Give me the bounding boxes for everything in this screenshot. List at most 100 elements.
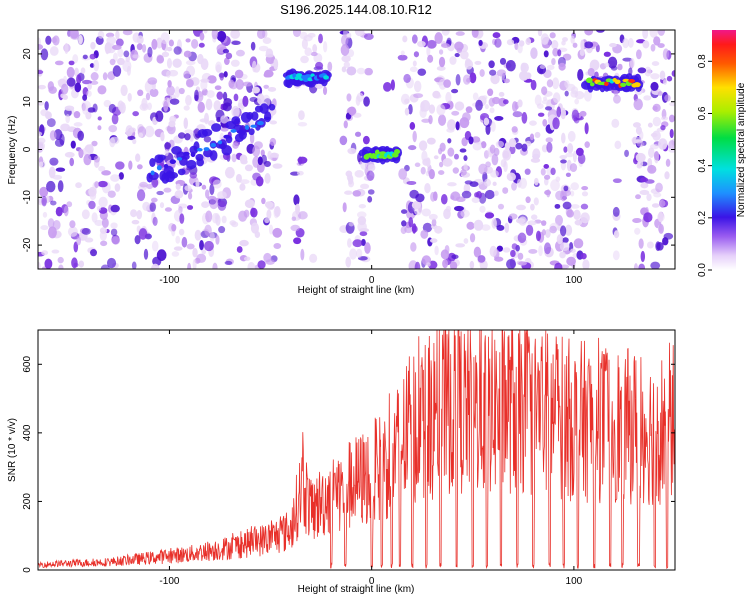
noise-blob	[348, 106, 357, 116]
noise-blob	[183, 70, 190, 79]
noise-blob	[527, 220, 537, 226]
noise-blob	[564, 224, 573, 236]
spectrogram-plot-area	[38, 30, 675, 269]
noise-blob	[74, 67, 79, 77]
noise-blob	[455, 121, 460, 131]
noise-blob	[479, 69, 485, 77]
noise-blob	[47, 218, 55, 229]
noise-blob	[660, 124, 666, 131]
noise-blob	[358, 204, 367, 209]
noise-blob	[508, 138, 517, 148]
noise-blob	[139, 181, 148, 188]
noise-blob	[164, 149, 169, 157]
noise-blob	[297, 156, 308, 164]
noise-blob	[134, 234, 141, 245]
noise-blob	[550, 179, 560, 192]
noise-blob	[267, 86, 277, 92]
noise-blob	[455, 31, 465, 36]
noise-blob	[363, 33, 374, 41]
colorbar-tick-label: 0.2	[697, 210, 708, 224]
feature-peak	[210, 143, 217, 148]
noise-blob	[506, 172, 517, 182]
feature-peak	[628, 79, 636, 84]
noise-blob	[111, 113, 119, 125]
noise-blob	[489, 144, 496, 154]
noise-blob	[573, 238, 584, 249]
noise-blob	[69, 157, 75, 167]
noise-blob	[117, 48, 124, 58]
noise-blob	[508, 213, 518, 220]
noise-blob	[509, 145, 516, 155]
noise-blob	[38, 137, 46, 144]
noise-blob	[420, 166, 426, 175]
noise-blob	[506, 259, 517, 269]
noise-blob	[55, 167, 66, 172]
noise-blob	[178, 87, 185, 95]
noise-blob	[519, 70, 529, 81]
noise-blob	[146, 183, 154, 190]
feature-peak	[633, 82, 641, 88]
noise-blob	[197, 53, 204, 65]
noise-blob	[98, 196, 108, 208]
noise-blob	[156, 190, 164, 196]
noise-blob	[323, 41, 328, 53]
noise-blob	[408, 216, 414, 228]
noise-blob	[535, 230, 541, 242]
noise-blob	[38, 161, 44, 168]
noise-blob	[256, 30, 266, 39]
noise-blob	[617, 63, 623, 71]
noise-blob	[342, 202, 347, 213]
noise-blob	[131, 261, 137, 269]
noise-blob	[348, 221, 355, 227]
spectrogram-x-tick-label: 0	[369, 275, 375, 286]
noise-blob	[566, 209, 574, 218]
noise-blob	[172, 58, 182, 68]
noise-blob	[400, 209, 408, 214]
noise-blob	[64, 151, 75, 158]
noise-blob	[575, 147, 584, 157]
noise-blob	[532, 148, 541, 160]
noise-blob	[669, 128, 674, 139]
noise-blob	[250, 207, 258, 218]
noise-blob	[132, 111, 139, 117]
noise-blob	[111, 44, 122, 50]
feature-peak	[250, 124, 257, 128]
noise-blob	[171, 251, 180, 257]
noise-blob	[87, 144, 94, 155]
noise-blob	[82, 54, 88, 60]
noise-blob	[72, 54, 79, 64]
noise-blob	[38, 101, 45, 106]
noise-blob	[390, 79, 395, 91]
noise-blob	[203, 240, 214, 252]
noise-blob	[521, 112, 528, 124]
noise-blob	[643, 212, 653, 223]
noise-blob	[87, 107, 96, 113]
noise-blob	[659, 200, 666, 207]
feature-peak	[163, 163, 169, 169]
noise-blob	[581, 191, 589, 197]
noise-blob	[108, 124, 118, 133]
noise-blob	[257, 156, 263, 166]
noise-blob	[64, 42, 69, 55]
noise-blob	[364, 67, 373, 76]
feature-peak	[585, 77, 593, 84]
snr-plot-area	[38, 330, 675, 570]
noise-blob	[414, 162, 421, 167]
noise-blob	[614, 140, 622, 150]
noise-blob	[117, 57, 125, 66]
noise-blob	[81, 209, 90, 220]
noise-blob	[136, 43, 143, 51]
feature-peak	[156, 165, 162, 171]
noise-blob	[666, 75, 673, 82]
noise-blob	[466, 221, 475, 230]
noise-blob	[352, 112, 362, 118]
noise-blob	[511, 126, 518, 133]
noise-blob	[186, 205, 194, 210]
noise-blob	[363, 96, 370, 107]
noise-blob	[490, 170, 499, 178]
noise-blob	[516, 204, 526, 211]
noise-blob	[355, 248, 363, 258]
noise-blob	[488, 60, 495, 69]
noise-blob	[434, 245, 439, 256]
